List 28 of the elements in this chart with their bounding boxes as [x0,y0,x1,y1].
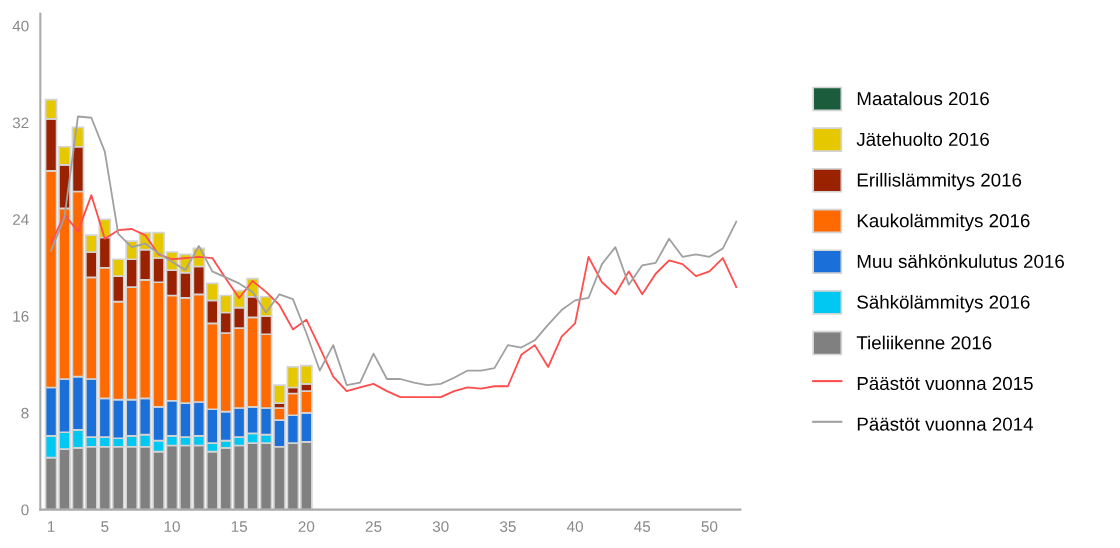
legend-label: Kaukolämmitys 2016 [857,213,1030,232]
x-tick-label: 45 [634,521,651,532]
legend-label: Päästöt vuonna 2014 [857,417,1033,431]
line-series [50,194,738,399]
y-tick-label: 40 [12,20,29,32]
y-tick-label: 32 [12,117,29,129]
legend-label: Päästöt vuonna 2015 [857,376,1033,391]
y-tick-label: 16 [13,310,29,322]
y-tick-label: 0 [21,504,29,516]
x-tick-label: 40 [566,521,583,532]
legend-label: Jätehuolto 2016 [856,132,989,146]
x-tick-label: 25 [365,521,382,532]
legend-label: Sähkölämmitys 2016 [857,294,1030,313]
legend-label: Tieliikenne 2016 [856,335,992,350]
legend-label: Muu sähkönkulutus 2016 [857,254,1064,269]
x-tick-label: 35 [499,521,516,532]
x-tick-label: 5 [101,521,109,532]
x-tick-label: 15 [231,521,248,532]
legend-label: Erillislämmitys 2016 [857,172,1022,191]
legend-label: Maatalous 2016 [857,91,989,106]
line-series [50,115,738,386]
x-tick-label: 10 [164,521,180,532]
x-tick-label: 50 [701,521,718,532]
x-tick-label: 20 [298,521,315,532]
y-tick-label: 8 [21,407,29,419]
x-tick-label: 30 [432,521,449,532]
x-tick-label: 1 [47,521,55,532]
y-tick-label: 24 [12,214,29,225]
